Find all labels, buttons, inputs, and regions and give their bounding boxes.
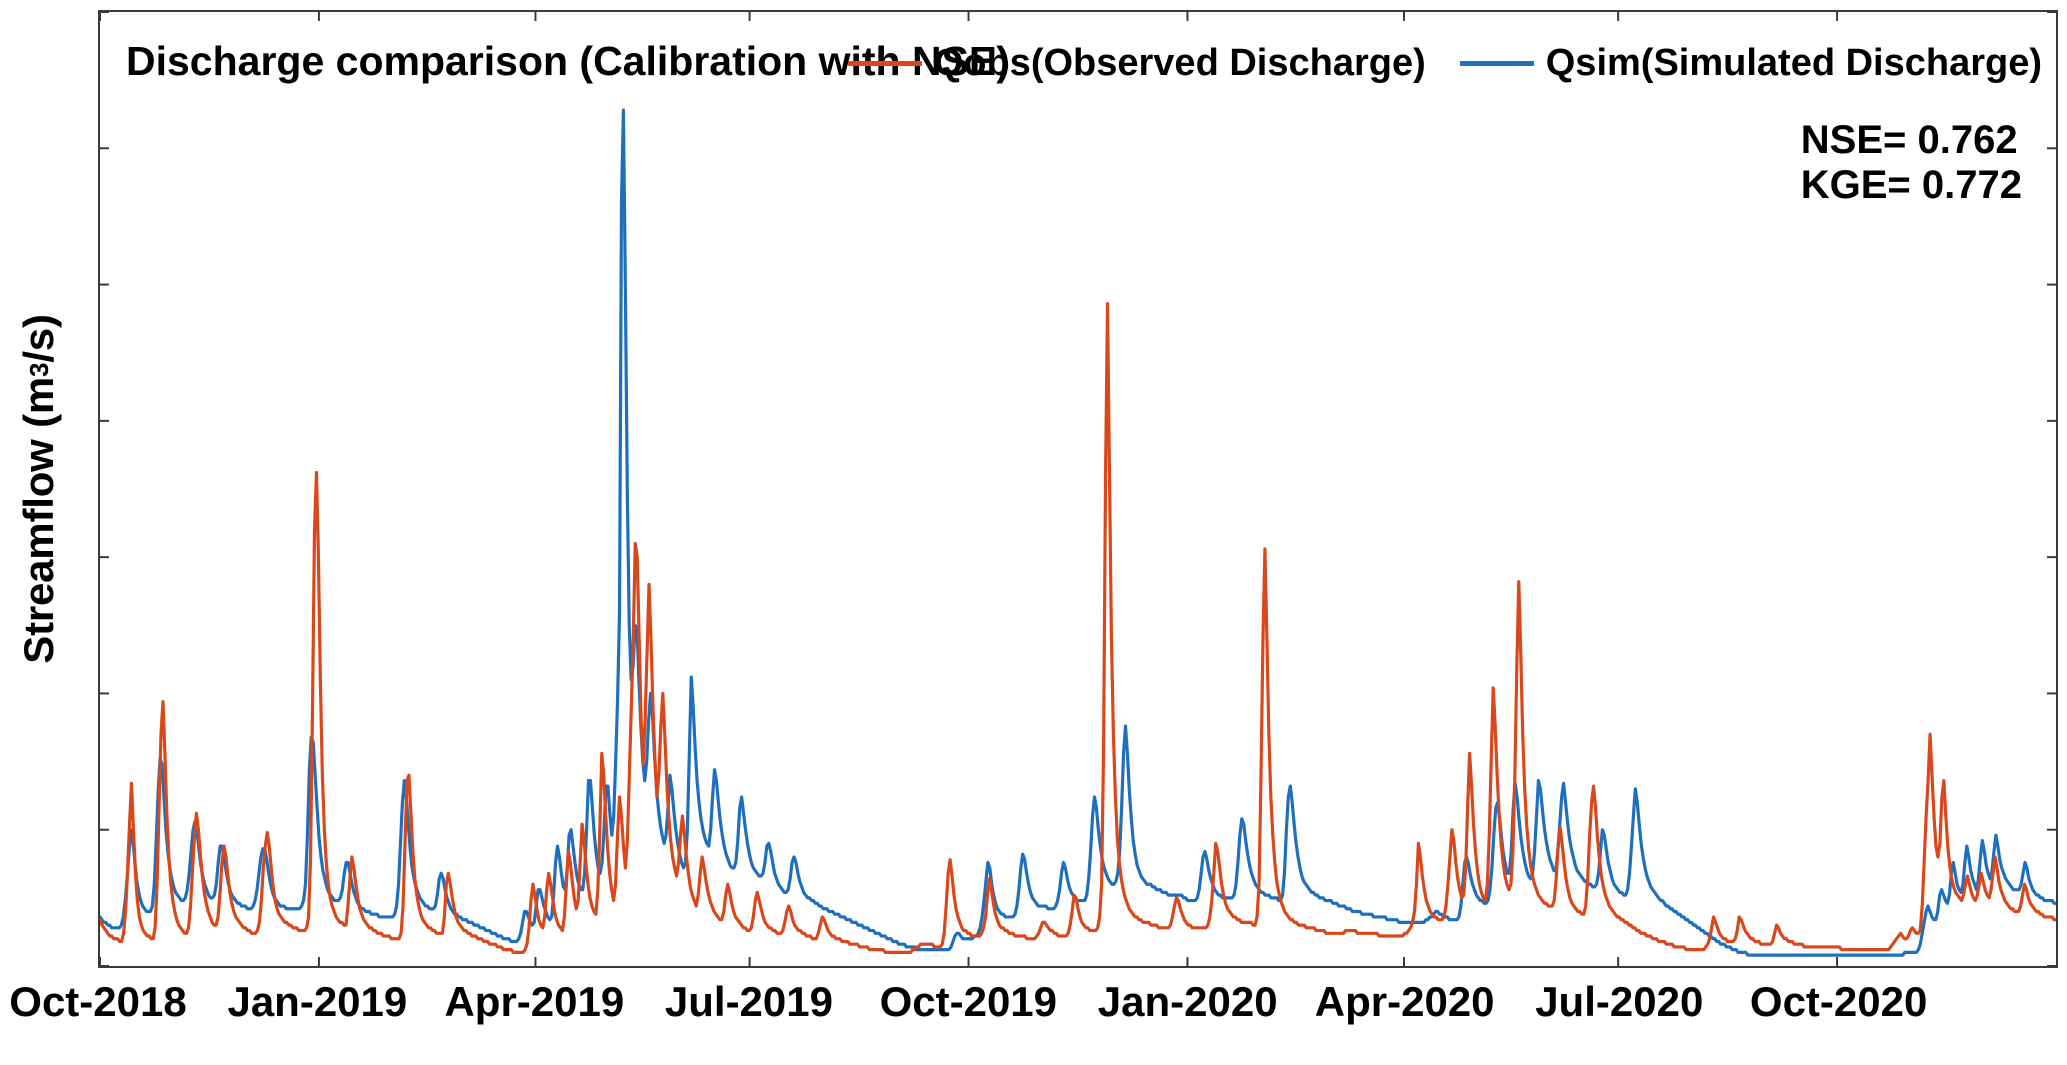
plot-area: Discharge comparison (Calibration with N…	[98, 10, 2058, 968]
kge-metric: KGE= 0.772	[1800, 162, 2022, 207]
nse-metric: NSE= 0.762	[1800, 118, 2018, 162]
observed-discharge-line	[100, 302, 2056, 954]
x-tick-label-oct-2018: Oct-2018	[9, 978, 187, 1025]
legend-entry-simulated: Qsim(Simulated Discharge)	[1459, 42, 2042, 85]
y-axis-label: Streamflow (m 3/s)	[15, 314, 62, 664]
simulated-discharge-line	[100, 108, 2056, 957]
x-tick-label-apr-2020: Apr-2020	[1314, 978, 1495, 1025]
y-axis-label-text: Streamflow (m	[15, 376, 62, 664]
axis-tick-marks	[100, 12, 2056, 966]
x-tick-label-jan-2020: Jan-2020	[1097, 978, 1278, 1025]
x-tick-label-oct-2020: Oct-2020	[1749, 978, 1928, 1025]
performance-metrics: NSE= 0.762 KGE= 0.772	[1801, 118, 2022, 208]
x-tick-label-jul-2020: Jul-2020	[1535, 978, 1704, 1025]
legend-label-simulated: Qsim(Simulated Discharge)	[1545, 42, 2042, 84]
chart-legend: Qobs(Observed Discharge) Qsim(Simulated …	[847, 42, 2042, 85]
legend-label-observed: Qobs(Observed Discharge)	[933, 42, 1426, 84]
x-tick-label-jul-2019: Jul-2019	[664, 978, 833, 1025]
hydrograph-traces	[100, 12, 2056, 966]
x-tick-label-oct-2019: Oct-2019	[879, 978, 1058, 1025]
legend-swatch-observed-line-icon	[847, 61, 922, 66]
x-tick-label-jan-2019: Jan-2019	[227, 978, 408, 1025]
y-axis-label-tail: /s)	[15, 314, 62, 363]
x-tick-label-apr-2019: Apr-2019	[444, 978, 625, 1025]
legend-entry-observed: Qobs(Observed Discharge)	[847, 42, 1426, 85]
legend-swatch-simulated-line-icon	[1459, 61, 1534, 66]
